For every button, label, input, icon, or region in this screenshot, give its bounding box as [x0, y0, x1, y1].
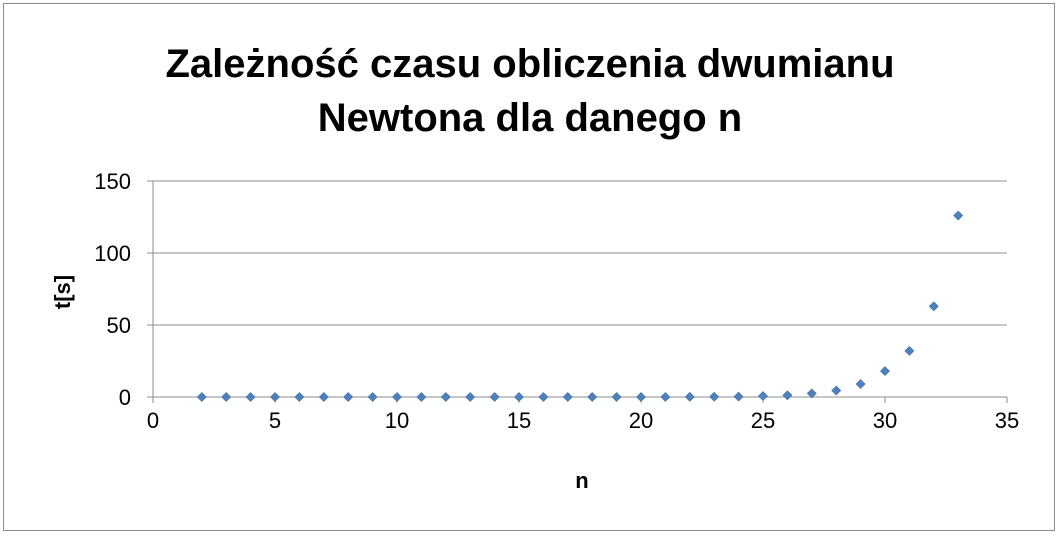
- data-point: [904, 345, 915, 356]
- y-tick-label: 100: [94, 241, 131, 266]
- x-axis-label: n: [575, 468, 588, 493]
- x-tick-labels: 0 5 10 15 20 25 30 35: [147, 408, 1019, 433]
- chart-title-line-1: Zależność czasu obliczenia dwumianu: [165, 42, 894, 86]
- x-tick-label: 35: [995, 408, 1019, 433]
- data-point: [758, 391, 768, 401]
- data-point: [270, 392, 280, 402]
- x-tick-label: 30: [873, 408, 897, 433]
- data-point: [367, 392, 378, 402]
- data-point: [221, 392, 232, 402]
- data-point: [587, 392, 598, 402]
- data-point: [611, 392, 622, 402]
- x-tick-label: 5: [269, 408, 281, 433]
- data-point: [660, 392, 671, 402]
- data-point: [782, 390, 793, 401]
- chart-title: Zależność czasu obliczenia dwumianu Newt…: [165, 42, 894, 140]
- data-point: [953, 210, 964, 221]
- data-point: [294, 392, 305, 402]
- data-points: [196, 210, 964, 402]
- y-tick-label: 50: [107, 313, 131, 338]
- data-point: [465, 392, 476, 402]
- gridlines: [153, 180, 1007, 326]
- data-point: [196, 392, 207, 402]
- data-point: [733, 391, 744, 402]
- data-point: [855, 379, 866, 389]
- data-point: [489, 392, 500, 402]
- data-point: [318, 392, 329, 402]
- data-point: [416, 392, 427, 402]
- x-tick-label: 0: [147, 408, 159, 433]
- chart-frame: Zależność czasu obliczenia dwumianu Newt…: [3, 3, 1055, 531]
- data-point: [245, 392, 256, 402]
- x-tick-label: 20: [629, 408, 653, 433]
- data-point: [440, 392, 451, 402]
- data-point: [831, 385, 842, 396]
- x-tick-label: 10: [385, 408, 409, 433]
- data-point: [928, 301, 939, 312]
- chart-title-line-2: Newtona dla danego n: [318, 96, 742, 140]
- axes: [147, 180, 1008, 403]
- data-point: [684, 391, 695, 402]
- y-tick-label: 150: [94, 169, 131, 194]
- scatter-chart: Zależność czasu obliczenia dwumianu Newt…: [50, 42, 1019, 493]
- y-tick-labels: 0 50 100 150: [94, 169, 131, 410]
- x-tick-label: 15: [507, 408, 531, 433]
- data-point: [880, 366, 890, 377]
- data-point: [514, 392, 524, 402]
- y-tick-label: 0: [119, 385, 131, 410]
- data-point: [562, 392, 573, 402]
- data-point: [806, 388, 817, 399]
- data-point: [709, 391, 720, 402]
- data-point: [392, 392, 402, 402]
- data-point: [538, 392, 549, 402]
- data-point: [636, 392, 646, 402]
- data-point: [343, 392, 354, 402]
- y-axis-label: t[s]: [50, 275, 75, 309]
- x-tick-label: 25: [751, 408, 775, 433]
